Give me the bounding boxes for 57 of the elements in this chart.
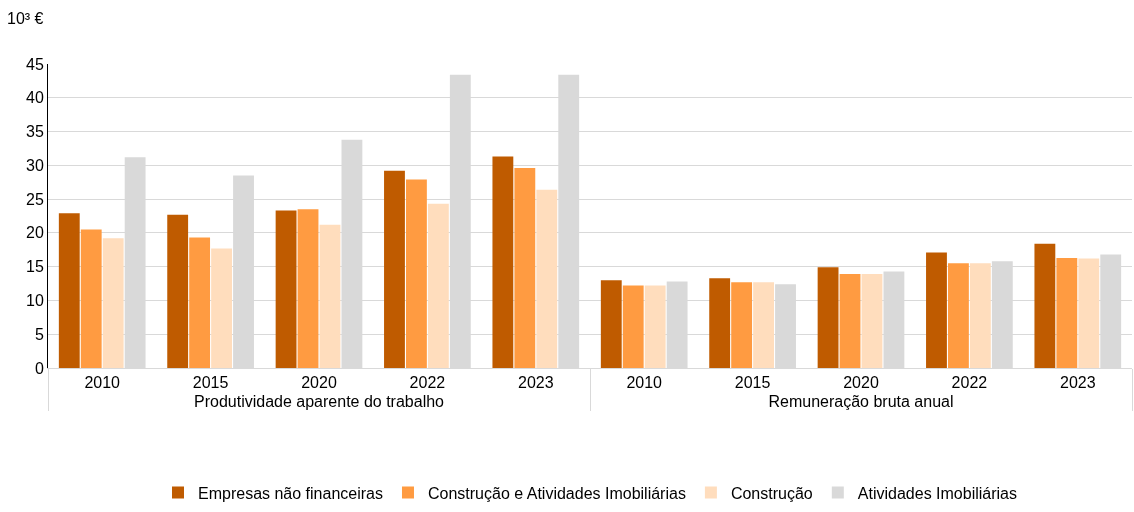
bar [384, 170, 405, 368]
legend-label: Construção [730, 484, 813, 502]
bar [622, 285, 644, 368]
bar [817, 267, 839, 368]
bar [211, 248, 232, 368]
bar [926, 252, 947, 368]
bar [492, 156, 514, 368]
bar [948, 263, 969, 368]
legend-label: Atividades Imobiliárias [857, 484, 1017, 502]
x-tick-label: 2015 [734, 374, 771, 392]
bar [189, 237, 211, 368]
bar [167, 214, 189, 368]
bar [406, 179, 427, 368]
y-tick-label: 10 [26, 292, 44, 310]
y-tick-label: 40 [26, 89, 44, 107]
bar [1078, 258, 1100, 368]
bar [709, 278, 731, 368]
bar [600, 280, 622, 368]
x-tick-label: 2020 [843, 374, 879, 392]
y-tick-label: 25 [26, 190, 44, 208]
text: Produtividade aparente do trabalho [194, 393, 445, 411]
x-tick-label: 2023 [518, 374, 554, 392]
x-tick-label: 2010 [84, 374, 121, 392]
bar [58, 213, 80, 368]
x-tick-label: 2020 [301, 374, 337, 392]
bar [102, 238, 124, 368]
bar [427, 203, 449, 368]
x-tick-label: 2010 [626, 374, 663, 392]
bar [839, 274, 861, 368]
y-tick-label: 0 [34, 359, 44, 377]
bar [731, 282, 753, 368]
bar [297, 209, 319, 368]
bar [1034, 243, 1056, 368]
bar [514, 168, 536, 368]
bar [275, 210, 297, 368]
x-tick-label: 2022 [409, 374, 446, 392]
y-tick-label: 5 [34, 325, 44, 343]
y-tick-label: 45 [26, 55, 44, 73]
y-axis-title: 10³ € [7, 10, 44, 27]
x-tick-label: 2023 [1060, 374, 1096, 392]
bar [1056, 257, 1078, 368]
legend-label: Empresas não financeiras [198, 484, 383, 502]
legend-label: Construção e Atividades Imobiliárias [427, 484, 686, 502]
x-tick-label: 2022 [951, 374, 988, 392]
bar [536, 189, 558, 368]
bar [969, 263, 991, 368]
bar [644, 285, 666, 368]
y-tick-label: 30 [26, 156, 44, 174]
y-tick-label: 15 [26, 258, 44, 276]
bar [861, 274, 883, 368]
bar [753, 282, 774, 368]
y-tick-label: 20 [26, 224, 44, 242]
y-tick-label: 35 [26, 123, 44, 141]
bar [80, 229, 102, 368]
bar [319, 224, 341, 368]
x-tick-label: 2015 [192, 374, 229, 392]
text: Remuneração bruta anual [768, 393, 954, 411]
